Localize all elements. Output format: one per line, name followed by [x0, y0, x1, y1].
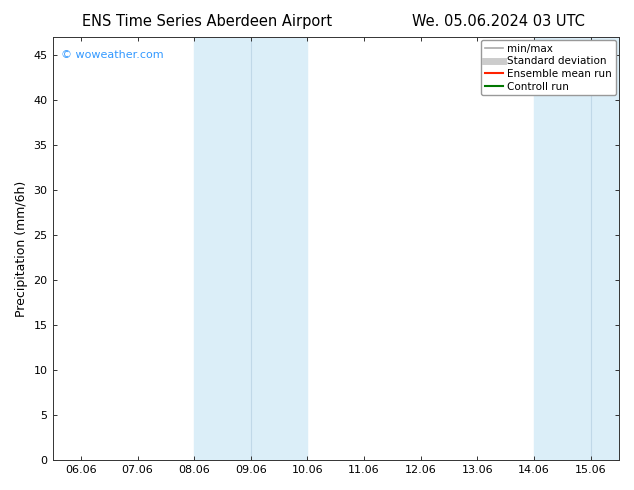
Legend: min/max, Standard deviation, Ensemble mean run, Controll run: min/max, Standard deviation, Ensemble me… — [481, 40, 616, 95]
Text: We. 05.06.2024 03 UTC: We. 05.06.2024 03 UTC — [412, 14, 585, 29]
Text: ENS Time Series Aberdeen Airport: ENS Time Series Aberdeen Airport — [82, 14, 333, 29]
Bar — [194, 37, 307, 460]
Text: © woweather.com: © woweather.com — [61, 50, 164, 60]
Bar — [534, 37, 624, 460]
Y-axis label: Precipitation (mm/6h): Precipitation (mm/6h) — [15, 180, 28, 317]
